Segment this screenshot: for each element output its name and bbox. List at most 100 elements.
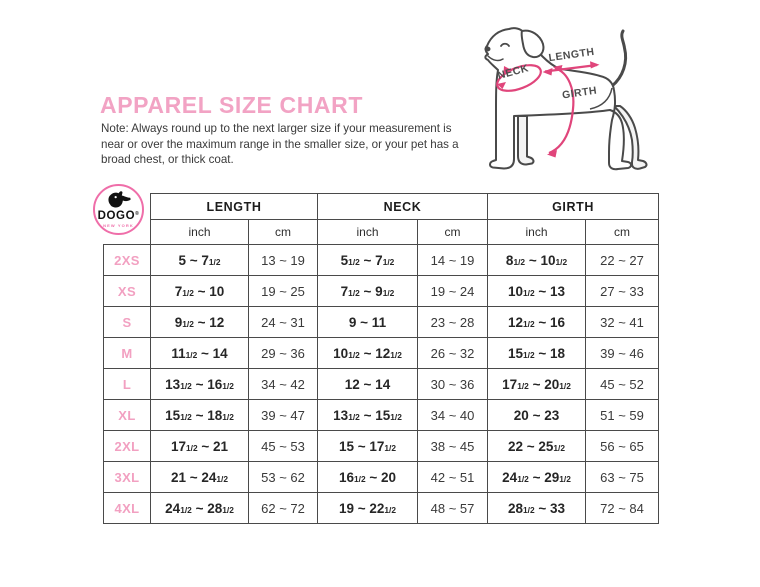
girth-inch: 22 ~ 251/2 (487, 430, 587, 462)
size-label: 3XL (103, 461, 151, 493)
size-label: L (103, 368, 151, 400)
neck-inch: 15 ~ 171/2 (317, 430, 418, 462)
column-header-length: LENGTH (150, 193, 318, 220)
length-inch: 5 ~ 71/2 (150, 244, 249, 276)
size-table: LENGTH NECK GIRTH inch cm inch cm inch c… (103, 193, 660, 524)
length-inch: 91/2 ~ 12 (150, 306, 249, 338)
subheader-girth-inch: inch (487, 219, 587, 245)
table-row: XS 71/2 ~ 10 19 ~ 25 71/2 ~ 91/2 19 ~ 24 101/… (103, 275, 660, 307)
girth-inch: 101/2 ~ 13 (487, 275, 587, 307)
dog-nose-icon (484, 46, 491, 52)
girth-cm: 56 ~ 65 (585, 430, 660, 462)
length-cm: 29 ~ 36 (248, 337, 318, 369)
table-header-row-units: inch cm inch cm inch cm (104, 219, 660, 245)
table-row: L 131/2 ~ 161/2 34 ~ 42 12 ~ 14 30 ~ 36 171/2… (103, 368, 660, 400)
girth-label: GIRTH (561, 85, 597, 102)
size-label: 2XS (103, 244, 151, 276)
girth-cm: 22 ~ 27 (585, 244, 660, 276)
girth-inch: 171/2 ~ 201/2 (487, 368, 587, 400)
column-header-neck: NECK (316, 193, 489, 220)
logo-subtitle: NEW YORK (103, 223, 134, 228)
neck-arrowhead (503, 66, 512, 74)
girth-cm: 63 ~ 75 (585, 461, 660, 493)
neck-arrowhead (497, 82, 506, 89)
length-arrowhead (542, 68, 553, 76)
girth-cm: 51 ~ 59 (585, 399, 660, 431)
dogo-logo: DOGO® NEW YORK (93, 184, 144, 235)
dog-far-hind-leg (613, 105, 648, 170)
dog-eye-icon (500, 42, 510, 47)
length-label: LENGTH (548, 46, 595, 64)
dogo-logo-dog-icon (107, 191, 131, 208)
length-cm: 62 ~ 72 (248, 492, 318, 524)
neck-inch: 51/2 ~ 71/2 (317, 244, 418, 276)
size-label: 2XL (103, 430, 151, 462)
neck-inch: 12 ~ 14 (317, 368, 418, 400)
subheader-length-inch: inch (150, 219, 249, 245)
girth-inch: 81/2 ~ 101/2 (487, 244, 587, 276)
length-inch: 151/2 ~ 181/2 (150, 399, 249, 431)
dog-measurement-diagram: NECK LENGTH GIRTH (484, 27, 648, 171)
length-cm: 13 ~ 19 (248, 244, 318, 276)
length-measure-arrow (544, 63, 598, 73)
table-row: 2XL 171/2 ~ 21 45 ~ 53 15 ~ 171/2 38 ~ 45 22 … (103, 430, 660, 462)
subheader-length-cm: cm (248, 219, 318, 245)
length-inch: 241/2 ~ 281/2 (150, 492, 249, 524)
size-label: 4XL (103, 492, 151, 524)
size-label: XS (103, 275, 151, 307)
length-arrowhead (590, 61, 600, 69)
length-cm: 24 ~ 31 (248, 306, 318, 338)
length-cm: 39 ~ 47 (248, 399, 318, 431)
length-inch: 111/2 ~ 14 (150, 337, 249, 369)
table-row: 3XL 21 ~ 241/2 53 ~ 62 161/2 ~ 20 42 ~ 51 241… (103, 461, 660, 493)
table-row: XL 151/2 ~ 181/2 39 ~ 47 131/2 ~ 151/2 34 ~ … (103, 399, 660, 431)
page-title: APPAREL SIZE CHART (100, 92, 363, 118)
girth-measure-arrow (548, 66, 575, 155)
girth-cm: 27 ~ 33 (585, 275, 660, 307)
table-row: 2XS 5 ~ 71/2 13 ~ 19 51/2 ~ 71/2 14 ~ 19 81/2… (103, 244, 660, 276)
subheader-girth-cm: cm (585, 219, 660, 245)
neck-inch: 9 ~ 11 (317, 306, 418, 338)
girth-arrowhead (553, 65, 563, 72)
neck-inch: 131/2 ~ 151/2 (317, 399, 418, 431)
table-row: 4XL 241/2 ~ 281/2 62 ~ 72 19 ~ 221/2 48 ~ 57… (103, 492, 660, 524)
table-row: M 111/2 ~ 14 29 ~ 36 101/2 ~ 121/2 26 ~ 32 15… (103, 337, 660, 369)
dog-ear (520, 29, 545, 59)
dog-far-front-leg (517, 115, 535, 166)
girth-inch: 241/2 ~ 291/2 (487, 461, 587, 493)
neck-cm: 38 ~ 45 (416, 430, 489, 462)
neck-cm: 30 ~ 36 (416, 368, 489, 400)
logo-brand-text: DOGO® (97, 210, 140, 222)
girth-cm: 72 ~ 84 (585, 492, 660, 524)
length-cm: 34 ~ 42 (248, 368, 318, 400)
length-inch: 71/2 ~ 10 (150, 275, 249, 307)
neck-cm: 19 ~ 24 (416, 275, 489, 307)
neck-cm: 34 ~ 40 (416, 399, 489, 431)
girth-cm: 39 ~ 46 (585, 337, 660, 369)
column-header-girth: GIRTH (487, 193, 660, 220)
length-inch: 21 ~ 241/2 (150, 461, 249, 493)
length-cm: 45 ~ 53 (248, 430, 318, 462)
length-inch: 131/2 ~ 161/2 (150, 368, 249, 400)
girth-inch: 121/2 ~ 16 (487, 306, 587, 338)
girth-cm: 45 ~ 52 (585, 368, 660, 400)
neck-inch: 19 ~ 221/2 (317, 492, 418, 524)
length-inch: 171/2 ~ 21 (150, 430, 249, 462)
note-text: Note: Always round up to the next larger… (101, 122, 459, 166)
dog-tail (610, 29, 628, 88)
girth-inch: 151/2 ~ 18 (487, 337, 587, 369)
table-header-row-groups: LENGTH NECK GIRTH (103, 193, 660, 245)
registered-mark: ® (135, 211, 140, 217)
size-label: S (103, 306, 151, 338)
dog-thigh-line (589, 87, 613, 110)
size-table-body: 2XS 5 ~ 71/2 13 ~ 19 51/2 ~ 71/2 14 ~ 19 81/2… (103, 244, 660, 524)
neck-inch: 161/2 ~ 20 (317, 461, 418, 493)
girth-inch: 281/2 ~ 33 (487, 492, 587, 524)
girth-arrowhead (547, 150, 557, 158)
neck-measure-arrow (496, 64, 542, 92)
table-row: S 91/2 ~ 12 24 ~ 31 9 ~ 11 23 ~ 28 121/2 ~ 16… (103, 306, 660, 338)
dog-mouth-line (487, 55, 504, 62)
subheader-neck-cm: cm (416, 219, 489, 245)
neck-inch: 101/2 ~ 121/2 (317, 337, 418, 369)
